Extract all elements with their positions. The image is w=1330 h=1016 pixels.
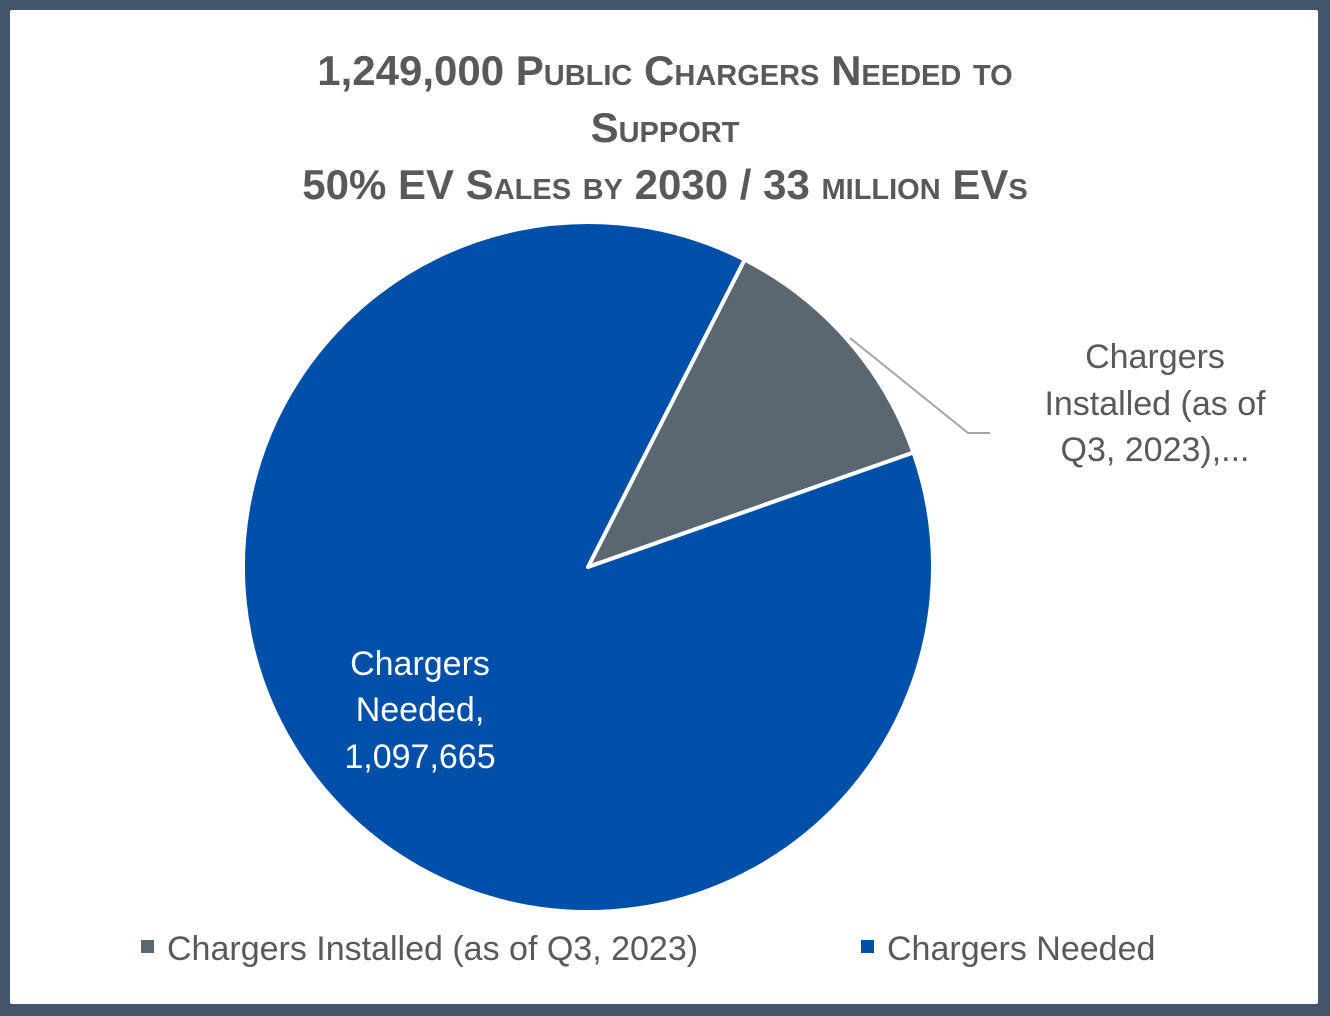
installed-label-line: Q3, 2023),...: [1061, 431, 1250, 469]
needed-label-line: 1,097,665: [344, 738, 495, 776]
legend-swatch-needed: [861, 940, 874, 953]
legend-label-installed: Chargers Installed (as of Q3, 2023): [167, 930, 698, 968]
title-line-2: Support: [590, 104, 740, 151]
installed-label-line: Installed (as of: [1044, 385, 1266, 423]
pie-slice-needed: [241, 220, 935, 914]
installed-data-label: Chargers Installed (as of Q3, 2023),...: [1044, 338, 1266, 469]
chart-title: 1,249,000 Public Chargers Needed to Supp…: [0, 42, 1330, 213]
legend-swatch-installed: [141, 940, 154, 953]
installed-label-line: Chargers: [1085, 338, 1225, 376]
pie-slice-installed: [586, 257, 916, 569]
needed-data-label: Chargers Needed, 1,097,665: [344, 645, 495, 776]
title-line-3: 50% EV Sales by 2030 / 33 million EVs: [302, 161, 1028, 208]
legend: Chargers Installed (as of Q3, 2023) Char…: [141, 930, 1155, 968]
title-line-1: 1,249,000 Public Chargers Needed to: [317, 47, 1013, 94]
needed-label-line: Chargers: [350, 645, 490, 683]
leader-line: [849, 337, 990, 434]
legend-label-needed: Chargers Needed: [887, 930, 1155, 968]
needed-label-line: Needed,: [356, 691, 485, 729]
